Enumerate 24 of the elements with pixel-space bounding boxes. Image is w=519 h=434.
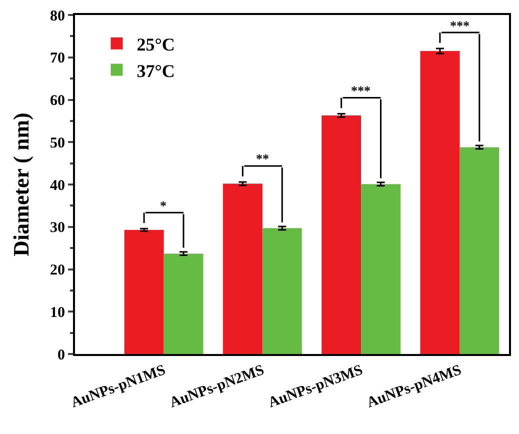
bar [361, 184, 400, 354]
annotation: *** [351, 83, 370, 98]
y-tick-label: 30 [50, 220, 65, 236]
legend-label: 37°C [136, 60, 175, 81]
bar [460, 147, 500, 354]
annotation: *** [450, 18, 470, 33]
y-tick-label: 80 [50, 8, 65, 24]
bar [222, 184, 262, 354]
y-tick-label: 0 [58, 347, 65, 364]
legend-label: 25°C [136, 34, 175, 54]
annotation: ** [256, 151, 269, 166]
y-tick-label: 40 [50, 178, 65, 194]
y-tick-label: 60 [50, 93, 65, 109]
bar [124, 230, 164, 354]
bar [420, 51, 460, 354]
y-tick-label: 20 [50, 262, 65, 278]
bar [262, 228, 302, 354]
y-tick-label: 10 [50, 304, 65, 321]
y-tick-label: 50 [50, 135, 65, 152]
bar [164, 254, 204, 354]
annotation: * [160, 198, 166, 213]
y-tick-label: 70 [50, 50, 65, 67]
bar [322, 115, 362, 354]
y-axis-title: Diameter ( nm) [8, 112, 34, 256]
